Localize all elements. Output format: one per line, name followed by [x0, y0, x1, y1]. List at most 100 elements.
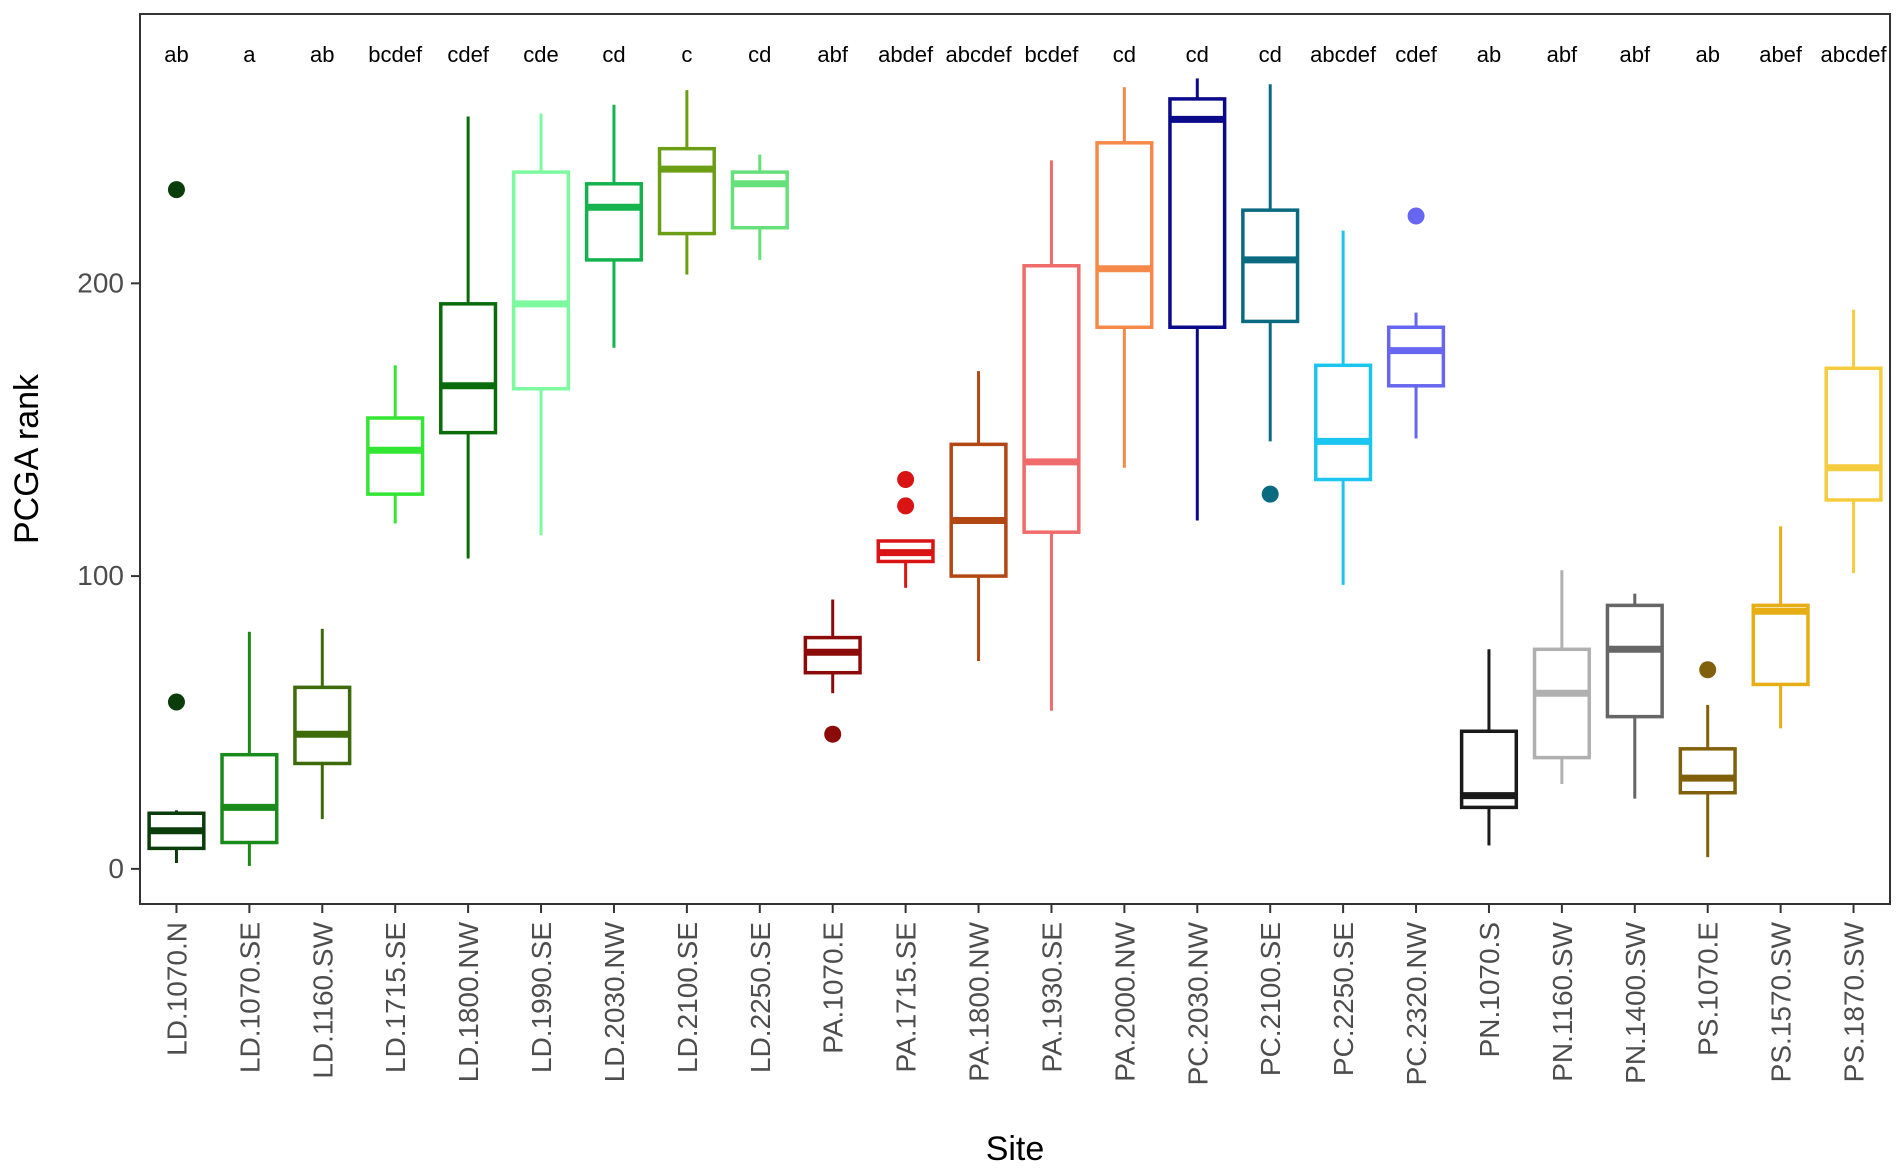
outlier-point	[824, 725, 842, 743]
x-axis: LD.1070.N LD.1070.SE LD.1160.SW LD.1715.SE L…	[161, 904, 1870, 1085]
box-PS.1070.E	[1678, 661, 1737, 858]
outlier-point	[897, 497, 915, 515]
box-iqr	[1605, 603, 1664, 719]
x-tick-label: PC.2250.SE	[1328, 922, 1359, 1076]
box-iqr	[1241, 208, 1300, 324]
significance-letter-PA.1800.NW: abcdef	[946, 42, 1013, 67]
box-iqr	[1314, 363, 1373, 482]
significance-letter-LD.2100.SE: c	[681, 42, 692, 67]
box-PC.2030.NW	[1168, 78, 1227, 521]
x-tick-label: PN.1400.SW	[1620, 921, 1651, 1083]
significance-letter-PN.1160.SW: abf	[1547, 42, 1578, 67]
box-iqr	[511, 170, 571, 391]
x-tick-label: LD.1070.SE	[234, 922, 265, 1073]
significance-letter-PC.2100.SE: cd	[1259, 42, 1282, 67]
significance-letter-PA.1930.SE: bcdef	[1025, 42, 1080, 67]
x-tick-label: LD.1160.SW	[307, 921, 338, 1078]
box-LD.1990.SE	[511, 113, 571, 536]
y-tick-label: 100	[77, 560, 124, 591]
outlier-point	[167, 693, 185, 711]
box-iqr	[1678, 747, 1737, 795]
x-tick-label: LD.1800.NW	[453, 921, 484, 1082]
box-LD.1070.N	[147, 181, 206, 864]
box-iqr	[1095, 141, 1154, 330]
box-LD.1160.SW	[293, 628, 352, 820]
significance-letter-LD.1160.SW: ab	[310, 42, 334, 67]
x-tick-label: LD.1715.SE	[380, 922, 411, 1073]
significance-letter-LD.1800.NW: cdef	[447, 42, 489, 67]
y-axis-title: PCGA rank	[8, 373, 46, 544]
x-tick-label: PS.1870.SW	[1839, 921, 1870, 1082]
significance-letter-PA.2000.NW: cd	[1113, 42, 1136, 67]
significance-letter-PS.1070.E: ab	[1695, 42, 1719, 67]
box-PC.2100.SE	[1241, 84, 1300, 503]
y-tick-label: 0	[108, 853, 124, 884]
box-iqr	[366, 416, 425, 496]
outlier-point	[167, 181, 185, 199]
box-PA.1070.E	[803, 599, 862, 743]
x-tick-label: PC.2030.NW	[1182, 921, 1213, 1085]
x-tick-label: PC.2320.NW	[1401, 921, 1432, 1085]
box-PN.1070.S	[1459, 649, 1519, 846]
significance-letter-PC.2250.SE: abcdef	[1310, 42, 1377, 67]
significance-letter-PS.1570.SW: abef	[1759, 42, 1803, 67]
significance-letters: ab a ab bcdef cdef cde cd c cd abf abdef abcdef bcde…	[164, 42, 1887, 67]
outlier-point	[897, 470, 915, 488]
y-axis: 0 100 200	[77, 267, 140, 884]
panel-border	[139, 13, 1891, 905]
x-tick-label: LD.2030.NW	[599, 921, 630, 1082]
y-tick-label: 200	[77, 267, 124, 298]
x-tick-label: PA.1930.SE	[1036, 922, 1067, 1072]
x-tick-label: PS.1070.E	[1693, 922, 1724, 1056]
x-tick-label: PN.1160.SW	[1547, 921, 1578, 1081]
x-tick-label: LD.2250.SE	[745, 922, 776, 1073]
significance-letter-PA.1070.E: abf	[817, 42, 848, 67]
significance-letter-LD.1715.SE: bcdef	[368, 42, 423, 67]
box-LD.1715.SE	[366, 365, 425, 524]
box-PN.1160.SW	[1532, 570, 1591, 784]
box-iqr	[1386, 325, 1446, 388]
box-LD.2100.SE	[657, 90, 716, 275]
significance-letter-LD.2250.SE: cd	[748, 42, 771, 67]
x-tick-label: PN.1070.S	[1474, 922, 1505, 1057]
x-tick-label: LD.2100.SE	[672, 922, 703, 1073]
x-tick-label: PA.1715.SE	[891, 922, 922, 1072]
significance-letter-PA.1715.SE: abdef	[878, 42, 934, 67]
box-PA.1800.NW	[949, 371, 1008, 662]
box-PC.2320.NW	[1386, 207, 1446, 439]
box-iqr	[1532, 647, 1591, 760]
box-iqr	[584, 182, 644, 262]
box-PA.1930.SE	[1022, 160, 1081, 711]
significance-letter-PC.2320.NW: cdef	[1395, 42, 1437, 67]
significance-letter-PN.1070.S: ab	[1477, 42, 1501, 67]
x-tick-label: LD.1070.N	[161, 922, 192, 1056]
outlier-point	[1261, 485, 1279, 503]
box-iqr	[1751, 603, 1810, 687]
x-tick-label: PA.2000.NW	[1109, 921, 1140, 1081]
box-iqr	[1168, 97, 1227, 330]
box-iqr	[439, 302, 498, 435]
significance-letter-LD.1070.SE: a	[243, 42, 256, 67]
x-tick-label: PC.2100.SE	[1255, 922, 1286, 1076]
box-PA.1715.SE	[876, 470, 935, 588]
box-iqr	[220, 752, 279, 845]
box-LD.2030.NW	[584, 104, 644, 348]
x-tick-label: PA.1800.NW	[964, 921, 995, 1081]
box-iqr	[1824, 366, 1883, 502]
box-PA.2000.NW	[1095, 87, 1154, 468]
x-tick-label: PA.1070.E	[818, 922, 849, 1054]
significance-letter-LD.1070.N: ab	[164, 42, 188, 67]
box-PC.2250.SE	[1314, 230, 1373, 585]
box-iqr	[657, 146, 716, 236]
x-tick-label: LD.1990.SE	[526, 922, 557, 1073]
box-PS.1570.SW	[1751, 526, 1810, 729]
significance-letter-PC.2030.NW: cd	[1186, 42, 1209, 67]
box-series	[147, 78, 1883, 866]
significance-letter-LD.1990.SE: cde	[523, 42, 558, 67]
box-PN.1400.SW	[1605, 593, 1664, 799]
x-axis-title: Site	[986, 1130, 1045, 1168]
box-LD.1070.SE	[220, 631, 279, 866]
significance-letter-LD.2030.NW: cd	[602, 42, 625, 67]
